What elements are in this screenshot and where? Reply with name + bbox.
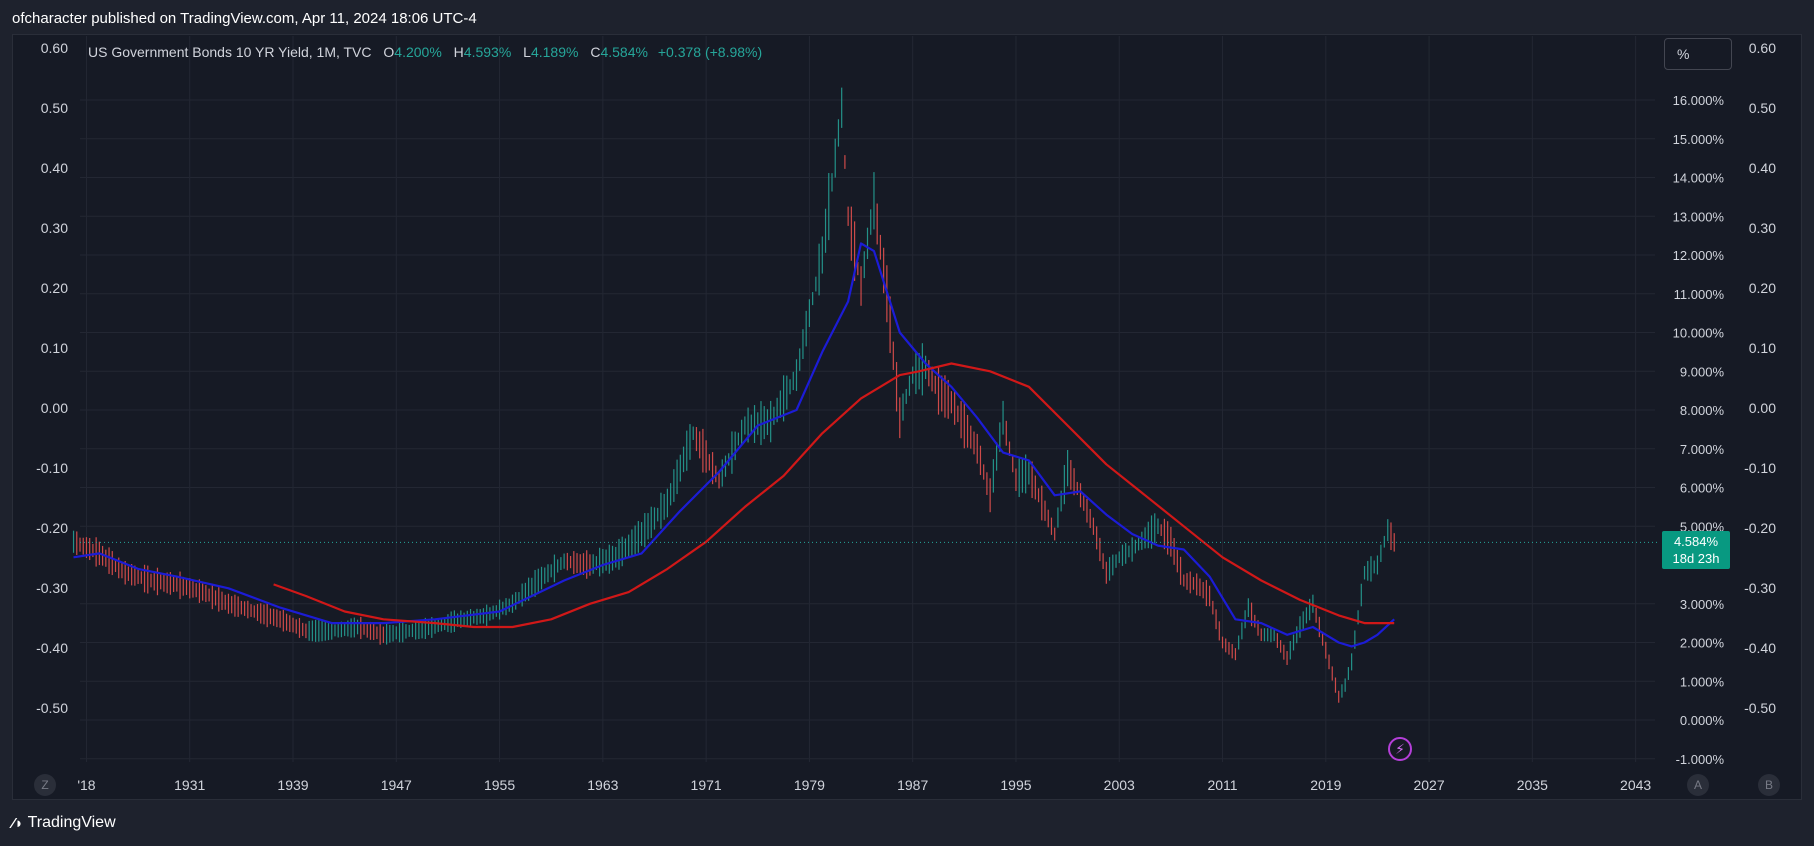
price-tick-label: 7.000% — [1680, 442, 1725, 457]
osc-tick-label-right: -0.30 — [1744, 580, 1776, 596]
osc-tick-label-left: -0.40 — [36, 640, 68, 656]
osc-tick-label-left: 0.40 — [41, 160, 68, 176]
osc-tick-label-right: 0.60 — [1749, 40, 1776, 56]
price-tick-label: 15.000% — [1673, 132, 1725, 147]
oscillator-axis-right: 0.60 0.50 0.40 0.30 0.20 0.10 0.00 -0.10 -0.20 -0… — [1744, 40, 1776, 716]
time-tick-label: 2027 — [1413, 777, 1444, 793]
osc-tick-label-right: 0.20 — [1749, 280, 1776, 296]
time-tick-label: 1963 — [587, 777, 618, 793]
zoom-button[interactable]: Z — [34, 774, 56, 796]
price-tick-label: 16.000% — [1673, 93, 1725, 108]
legend-open-value: 4.200% — [394, 44, 442, 60]
oscillator-axis: 0.60 0.50 0.40 0.30 0.20 0.10 0.00 -0.10 -0.20 -0… — [36, 40, 68, 716]
legend-high-value: 4.593% — [463, 44, 512, 60]
chart-frame[interactable] — [12, 34, 1802, 800]
last-price-tag: 4.584% 18d 23h — [1662, 531, 1730, 569]
unit-button[interactable]: % — [1664, 38, 1732, 70]
osc-tick-label-right: 0.30 — [1749, 220, 1776, 236]
time-tick-label: 2035 — [1517, 777, 1548, 793]
auto-scale-button[interactable]: A — [1687, 774, 1709, 796]
footer-brand: TradingView — [27, 814, 116, 831]
legend-open-label: O — [383, 44, 395, 60]
legend-change: +0.378 (+8.98%) — [657, 44, 763, 60]
osc-tick-label-left: 0.10 — [41, 340, 68, 356]
osc-tick-label-left: -0.10 — [36, 460, 68, 476]
publish-header: ofcharacter published on TradingView.com… — [12, 10, 477, 27]
osc-tick-label-left: 0.20 — [41, 280, 68, 296]
price-tick-label: 10.000% — [1673, 326, 1725, 341]
osc-tick-label-left: 0.50 — [41, 100, 68, 116]
bar-countdown: 18d 23h — [1672, 551, 1720, 566]
osc-tick-label-left: 0.00 — [41, 400, 68, 416]
price-tick-label: 9.000% — [1680, 364, 1725, 379]
legend-close-label: C — [590, 44, 601, 60]
grid-lines — [80, 36, 1655, 762]
footer-logo[interactable]: ⁄◗ TradingView — [12, 814, 116, 832]
legend-low-label: L — [523, 44, 531, 60]
osc-tick-label-right: -0.20 — [1744, 520, 1776, 536]
price-tick-label: 11.000% — [1674, 287, 1725, 302]
price-axis: 16.000% 15.000% 14.000% 13.000% 12.000% 11.00… — [1673, 93, 1725, 767]
time-axis: '18 1931 1939 1947 1955 1963 1971 1979 1987 1995 2… — [77, 777, 1651, 793]
last-price-value: 4.584% — [1673, 534, 1719, 549]
time-tick-label: 1987 — [897, 777, 928, 793]
osc-tick-label-right: -0.40 — [1744, 640, 1776, 656]
osc-tick-label-left: -0.30 — [36, 580, 68, 596]
time-tick-label: 1939 — [277, 777, 308, 793]
price-tick-label: 2.000% — [1680, 636, 1725, 651]
time-tick-label: 2019 — [1310, 777, 1341, 793]
price-tick-label: 14.000% — [1673, 171, 1725, 186]
price-tick-label: -1.000% — [1676, 752, 1725, 767]
price-tick-label: 6.000% — [1680, 481, 1725, 496]
legend-low-value: 4.189% — [530, 44, 579, 60]
time-tick-label: 1995 — [1000, 777, 1031, 793]
time-tick-label: '18 — [77, 777, 95, 793]
osc-tick-label-left: 0.60 — [41, 40, 68, 56]
time-tick-label: 2043 — [1620, 777, 1651, 793]
time-tick-label: 1971 — [691, 777, 722, 793]
time-tick-label: 1931 — [174, 777, 205, 793]
price-tick-label: 0.000% — [1680, 713, 1725, 728]
osc-tick-label-right: 0.40 — [1749, 160, 1776, 176]
osc-tick-label-left: -0.50 — [36, 700, 68, 716]
moving-average-slow-line — [273, 362, 1395, 629]
osc-tick-label-right: -0.10 — [1744, 460, 1776, 476]
time-tick-label: 1947 — [381, 777, 412, 793]
price-tick-label: 8.000% — [1680, 403, 1725, 418]
legend-close-value: 4.584% — [600, 44, 648, 60]
price-tick-label: 12.000% — [1673, 248, 1725, 263]
time-tick-label: 1955 — [484, 777, 515, 793]
lightning-icon[interactable]: ⚡ — [1388, 737, 1412, 761]
price-tick-label: 5.000% — [1680, 519, 1725, 534]
legend-high-label: H — [453, 44, 464, 60]
tradingview-logo-icon: ⁄◗ — [12, 814, 24, 832]
scale-b-button[interactable]: B — [1758, 774, 1780, 796]
osc-tick-label-right: 0.50 — [1749, 100, 1776, 116]
series-layer — [72, 87, 1660, 703]
price-tick-label: 13.000% — [1673, 209, 1725, 224]
moving-average-fast-line — [73, 242, 1395, 648]
time-tick-label: 1979 — [794, 777, 825, 793]
osc-tick-label-right: 0.00 — [1749, 400, 1776, 416]
osc-tick-label-left: -0.20 — [36, 520, 68, 536]
osc-tick-label-left: 0.30 — [41, 220, 68, 236]
osc-tick-label-right: 0.10 — [1749, 340, 1776, 356]
legend-title: US Government Bonds 10 YR Yield, 1M, TVC — [88, 44, 372, 60]
price-tick-label: 3.000% — [1680, 597, 1725, 612]
time-tick-label: 2011 — [1207, 777, 1237, 793]
time-tick-label: 2003 — [1104, 777, 1135, 793]
series-legend: US Government Bonds 10 YR Yield, 1M, TVC… — [88, 44, 762, 60]
price-tick-label: 1.000% — [1680, 674, 1725, 689]
osc-tick-label-right: -0.50 — [1744, 700, 1776, 716]
